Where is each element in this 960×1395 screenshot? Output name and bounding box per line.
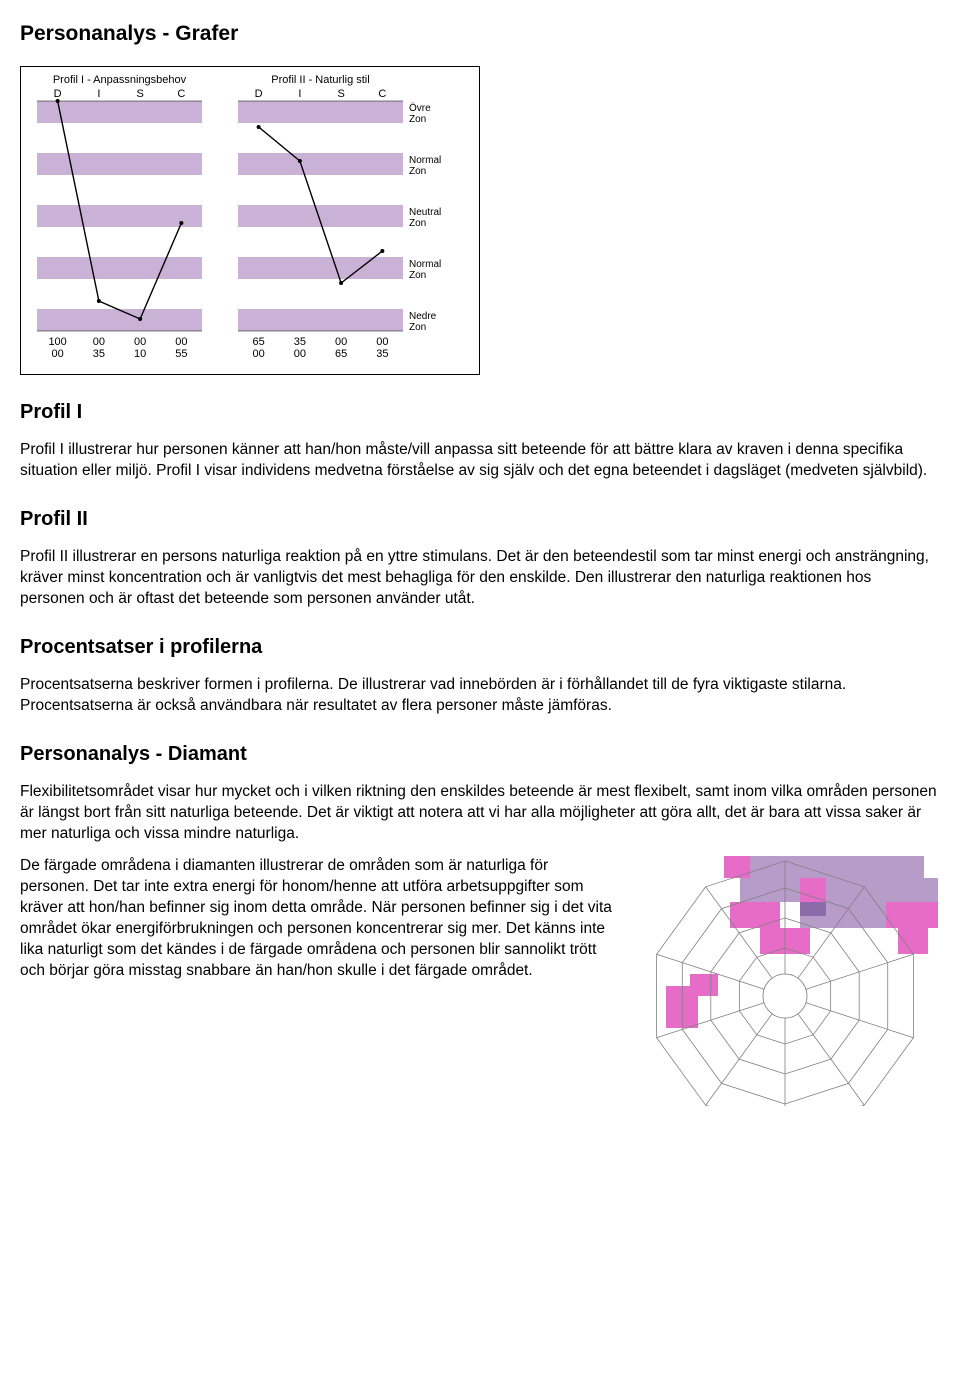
svg-text:00: 00	[175, 336, 187, 348]
svg-text:35: 35	[93, 348, 105, 360]
profil2-heading: Profil II	[20, 506, 940, 533]
profil2-text: Profil II illustrerar en persons naturli…	[20, 547, 940, 610]
svg-text:100: 100	[48, 336, 66, 348]
svg-text:Normal: Normal	[409, 259, 441, 270]
disc-chart-container: ÖvreZonNormalZonNeutralZonNormalZonNedre…	[20, 66, 480, 375]
svg-text:Normal: Normal	[409, 155, 441, 166]
diamant-heading: Personanalys - Diamant	[20, 741, 940, 768]
svg-text:Profil II - Naturlig stil: Profil II - Naturlig stil	[271, 74, 369, 86]
disc-chart: ÖvreZonNormalZonNeutralZonNormalZonNedre…	[29, 73, 473, 361]
diamant-p1: Flexibilitetsområdet visar hur mycket oc…	[20, 782, 940, 845]
svg-text:55: 55	[175, 348, 187, 360]
svg-text:Neutral: Neutral	[409, 207, 441, 218]
svg-text:D: D	[255, 88, 263, 100]
svg-text:Profil I - Anpassningsbehov: Profil I - Anpassningsbehov	[53, 74, 187, 86]
svg-text:00: 00	[93, 336, 105, 348]
svg-text:C: C	[378, 88, 386, 100]
svg-text:00: 00	[253, 348, 265, 360]
svg-text:00: 00	[335, 336, 347, 348]
svg-text:35: 35	[376, 348, 388, 360]
svg-text:Zon: Zon	[409, 270, 426, 281]
svg-text:I: I	[97, 88, 100, 100]
svg-text:Övre: Övre	[409, 102, 431, 114]
svg-text:65: 65	[253, 336, 265, 348]
svg-text:Zon: Zon	[409, 218, 426, 229]
svg-text:00: 00	[52, 348, 64, 360]
svg-text:Zon: Zon	[409, 322, 426, 333]
svg-text:00: 00	[134, 336, 146, 348]
profil1-text: Profil I illustrerar hur personen känner…	[20, 440, 940, 482]
svg-text:S: S	[136, 88, 143, 100]
svg-text:I: I	[298, 88, 301, 100]
svg-text:Zon: Zon	[409, 166, 426, 177]
svg-text:S: S	[337, 88, 344, 100]
svg-text:10: 10	[134, 348, 146, 360]
svg-text:C: C	[177, 88, 185, 100]
svg-text:00: 00	[294, 348, 306, 360]
svg-text:Zon: Zon	[409, 114, 426, 125]
svg-text:00: 00	[376, 336, 388, 348]
diamant-p2: De färgade områdena i diamanten illustre…	[20, 856, 612, 982]
profil1-heading: Profil I	[20, 399, 940, 426]
page-title: Personanalys - Grafer	[20, 20, 940, 48]
svg-text:35: 35	[294, 336, 306, 348]
svg-text:Nedre: Nedre	[409, 311, 437, 322]
svg-text:D: D	[54, 88, 62, 100]
procent-text: Procentsatserna beskriver formen i profi…	[20, 675, 940, 717]
procent-heading: Procentsatser i profilerna	[20, 634, 940, 661]
diamond-chart	[630, 856, 940, 1106]
svg-text:65: 65	[335, 348, 347, 360]
